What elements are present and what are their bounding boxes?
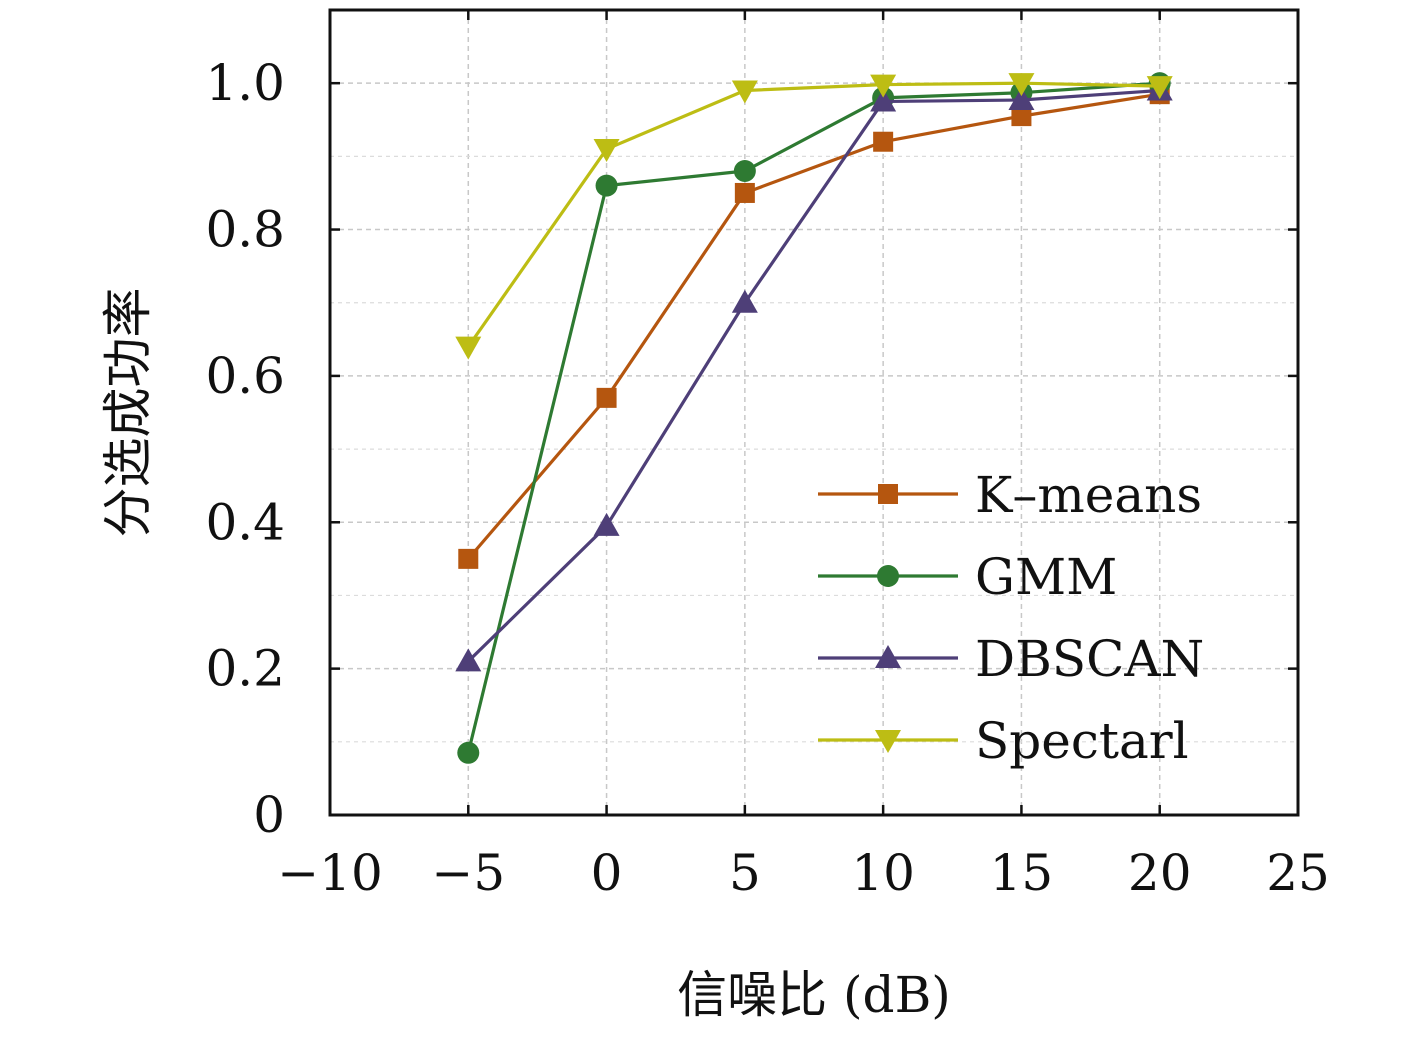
legend-label: K–means [975, 466, 1202, 524]
data-point-dbscan [455, 648, 482, 672]
y-axis-title: 分选成功率 [99, 288, 157, 538]
x-axis-title: 信噪比 (dB) [677, 966, 951, 1024]
x-tick-label: 0 [591, 844, 623, 902]
legend-item-dbscan: DBSCAN [818, 630, 1204, 688]
axis-ticks: −10 −5 0 5 10 15 20 25 0 0.2 0.4 0.6 0.8 1.0 [205, 10, 1330, 902]
data-point-k-means [458, 548, 479, 569]
y-tick-label: 0.4 [205, 493, 285, 551]
x-tick-label: 10 [851, 844, 915, 902]
series-lines [455, 72, 1173, 764]
legend-label: Spectarl [975, 712, 1189, 770]
x-tick-label: −10 [277, 844, 383, 902]
series-line-spectarl [466, 81, 1160, 348]
data-point-dbscan [870, 88, 897, 112]
series-spectarl [455, 73, 1173, 360]
data-point-dbscan [731, 289, 758, 313]
data-point-dbscan [593, 512, 620, 536]
y-tick-label: 0.8 [205, 201, 285, 259]
data-point-dbscan [1008, 87, 1035, 111]
grid [330, 10, 1298, 815]
x-tick-label: 20 [1128, 844, 1192, 902]
y-tick-label: 0 [253, 786, 285, 844]
y-tick-label: 0.6 [205, 347, 285, 405]
x-tick-label: −5 [431, 844, 505, 902]
data-point-spectarl [731, 80, 758, 104]
data-point-gmm [457, 741, 480, 764]
data-point-k-means [873, 131, 894, 152]
legend-marker [877, 565, 899, 587]
legend-item-spectarl: Spectarl [818, 712, 1189, 770]
series-k-means [458, 84, 1170, 569]
legend-marker [875, 730, 901, 753]
plot-area-frame [328, 8, 1300, 817]
data-point-gmm [733, 160, 756, 182]
data-point-spectarl [870, 74, 897, 98]
x-tick-label: 25 [1266, 844, 1330, 902]
series-line-k-means [467, 92, 1160, 560]
legend-marker [875, 645, 901, 668]
legend: K–means GMM DBSCAN Spectarl [818, 466, 1204, 770]
data-point-spectarl [455, 336, 482, 360]
data-point-k-means [596, 387, 617, 408]
data-point-spectarl [593, 139, 620, 163]
data-point-k-means [734, 182, 755, 203]
x-tick-label: 15 [990, 844, 1054, 902]
legend-item-gmm: GMM [818, 548, 1117, 606]
legend-marker [878, 484, 898, 504]
y-tick-label: 0.2 [205, 640, 285, 698]
y-tick-label: 1.0 [205, 54, 285, 112]
series-line-dbscan [467, 88, 1160, 663]
data-point-spectarl [1008, 73, 1035, 97]
series-line-gmm [466, 81, 1160, 754]
legend-label: DBSCAN [975, 630, 1204, 688]
data-point-k-means [1011, 106, 1032, 127]
data-point-spectarl [1146, 76, 1173, 100]
x-tick-label: 5 [729, 844, 761, 902]
data-point-gmm [595, 174, 618, 197]
legend-item-k-means: K–means [818, 466, 1202, 524]
legend-label: GMM [975, 548, 1117, 606]
